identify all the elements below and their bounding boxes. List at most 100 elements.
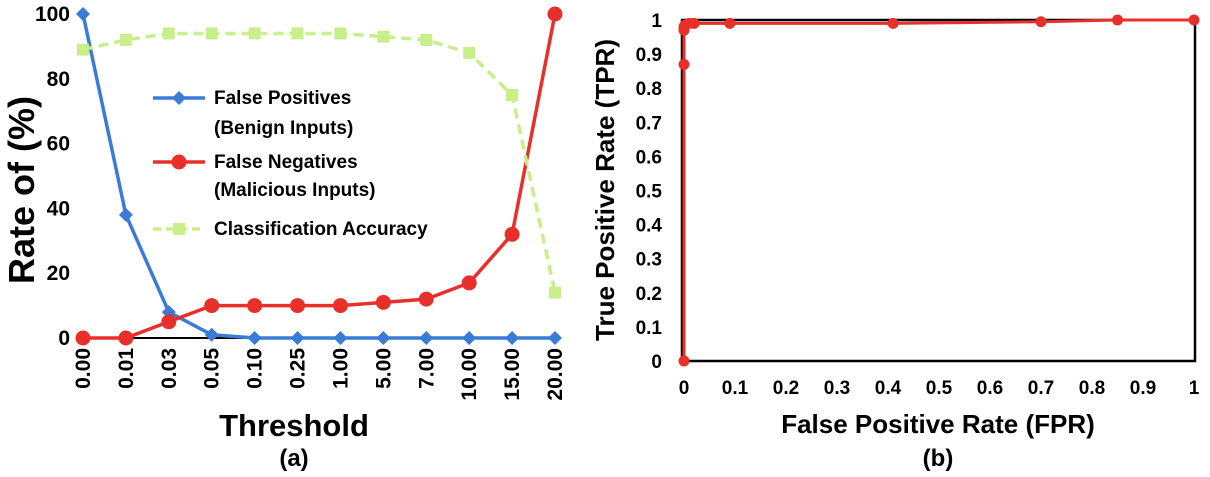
chart-b-data-point	[887, 17, 899, 29]
chart-b-data-point	[1188, 14, 1200, 26]
chart-b-xtick-label: 0.5	[926, 378, 953, 399]
chart-a-xtick-label: 15.00	[501, 348, 524, 401]
chart-a-data-point	[77, 43, 89, 56]
chart-a-data-point	[547, 6, 563, 22]
chart-b-ytick-label: 0.1	[636, 318, 663, 339]
legend-swatch-marker	[172, 91, 186, 105]
chart-a-data-point	[377, 30, 390, 43]
chart-a-xtick-label: 0.00	[72, 348, 95, 389]
chart-b-data-point	[724, 17, 736, 29]
chart-a-xtick-label: 20.00	[544, 348, 567, 401]
chart-b-ytick-label: 0.4	[636, 216, 663, 237]
legend-swatch-marker	[171, 154, 187, 170]
chart-b-xtick-label: 0	[679, 378, 690, 399]
chart-b-xtick-label: 0.3	[824, 378, 850, 399]
chart-b-xtick-label: 0.9	[1130, 378, 1156, 399]
chart-a-series-line	[82, 31, 557, 294]
chart-b-ytick-label: 0.8	[636, 79, 662, 100]
chart-a-data-point	[161, 314, 177, 330]
chart-b-ytick-label: 0.5	[636, 182, 663, 203]
chart-a-data-point	[162, 27, 175, 40]
chart-a-xtick-label: 0.10	[244, 348, 267, 389]
chart-b-data-point	[678, 58, 690, 70]
chart-a-data-point	[248, 27, 261, 40]
chart-a-ylabel: Rate of (%)	[1, 96, 42, 284]
chart-b-ytick-label: 0.2	[636, 284, 662, 305]
chart-a-xtick-label: 5.00	[372, 348, 395, 389]
chart-a-data-point	[119, 33, 132, 46]
chart-b-ytick-label: 0.6	[636, 147, 662, 168]
chart-a-data-point	[418, 291, 434, 307]
chart-a-data-point	[247, 298, 263, 314]
chart-a-data-point	[247, 331, 262, 345]
legend-label: False Positives	[214, 88, 351, 109]
chart-a-data-point	[118, 207, 133, 222]
chart-a-series-line	[81, 13, 555, 340]
chart-a-ytick-label: 100	[35, 3, 70, 26]
chart-b-ytick-label: 1	[651, 11, 662, 32]
chart-b-xtick-label: 0.6	[977, 378, 1003, 399]
chart-b-ytick-label: 0.3	[636, 250, 662, 271]
chart-a-ytick-label: 80	[47, 68, 70, 91]
chart-a-xtick-label: 0.05	[201, 348, 224, 389]
legend-label: False Negatives	[214, 152, 358, 173]
chart-a-data-point	[333, 331, 348, 345]
legend-label: (Malicious Inputs)	[214, 180, 376, 201]
chart-b-data-point	[678, 355, 690, 367]
chart-a-data-point	[506, 89, 519, 101]
chart-a-data-point	[420, 33, 433, 46]
chart-a-ytick-label: 0	[58, 327, 70, 350]
chart-b-data-point	[688, 17, 700, 29]
chart-a-data-point	[291, 27, 304, 40]
chart-b-caption: (b)	[923, 445, 954, 472]
chart-a-xtick-label: 10.00	[458, 348, 481, 401]
chart-a-ytick-label: 60	[47, 133, 70, 156]
chart-a-ytick-label: 20	[47, 262, 70, 285]
chart-b-xtick-label: 0.1	[722, 378, 749, 399]
chart-b-ytick-label: 0.7	[636, 113, 662, 134]
chart-a-data-point	[463, 46, 476, 59]
chart-a-data-point	[419, 331, 434, 345]
legend-label: Classification Accuracy	[214, 219, 428, 240]
chart-a-data-point	[549, 286, 561, 299]
chart-b-xtick-label: 0.4	[875, 378, 902, 399]
chart-b-xlabel: False Positive Rate (FPR)	[781, 409, 1095, 439]
chart-a-data-point	[505, 331, 520, 345]
chart-a-xtick-label: 7.00	[415, 348, 438, 389]
chart-b-xtick-label: 0.2	[773, 378, 799, 399]
legend-swatch-marker	[173, 223, 185, 235]
chart-a-data-point	[332, 298, 348, 314]
chart-a-data-point	[461, 275, 477, 291]
chart-a-xtick-label: 0.01	[115, 348, 138, 389]
chart-a-data-point	[204, 327, 219, 342]
chart-b-series-line	[682, 18, 1194, 361]
chart-b-data-point	[1035, 16, 1047, 28]
chart-a: 0 20 40 60 80 100 0.00 0.01 0.03 0.05 0.10 0.25 1.0…	[1, 3, 567, 472]
chart-a-data-point	[376, 331, 391, 345]
chart-b-plot-frame	[680, 18, 1197, 363]
chart-a-data-point	[118, 330, 134, 346]
chart-a-data-point	[375, 294, 391, 310]
chart-a-data-point	[76, 7, 90, 21]
chart-a-data-point	[462, 331, 477, 345]
chart-a-data-point	[290, 331, 305, 345]
chart-a-series-line	[83, 13, 557, 340]
chart-a-data-point	[204, 298, 220, 314]
chart-a-caption: (a)	[279, 445, 308, 472]
chart-a-data-point	[205, 27, 218, 40]
chart-a-legend: False Positives (Benign Inputs) False Nega…	[153, 88, 428, 240]
legend-label: (Benign Inputs)	[214, 118, 353, 139]
chart-b-ylabel: True Positive Rate (TPR)	[590, 39, 620, 341]
chart-b: 0 0.1 0.2 0.3 0.4 0.5 0.6 0.7 0.8 0.9 1 0 0.1 0.2 0.3…	[590, 11, 1200, 472]
chart-a-data-point	[334, 27, 347, 40]
chart-a-xtick-label: 0.25	[287, 348, 310, 389]
chart-a-xlabel: Threshold	[219, 408, 369, 443]
chart-b-data-point	[1112, 14, 1123, 26]
chart-a-data-point	[548, 331, 562, 345]
chart-a-data-point	[290, 298, 306, 314]
chart-a-xtick-label: 1.00	[329, 348, 352, 389]
chart-b-xtick-label: 0.8	[1079, 378, 1105, 399]
chart-b-ytick-label: 0.9	[636, 45, 662, 66]
chart-a-ytick-label: 40	[47, 197, 70, 220]
